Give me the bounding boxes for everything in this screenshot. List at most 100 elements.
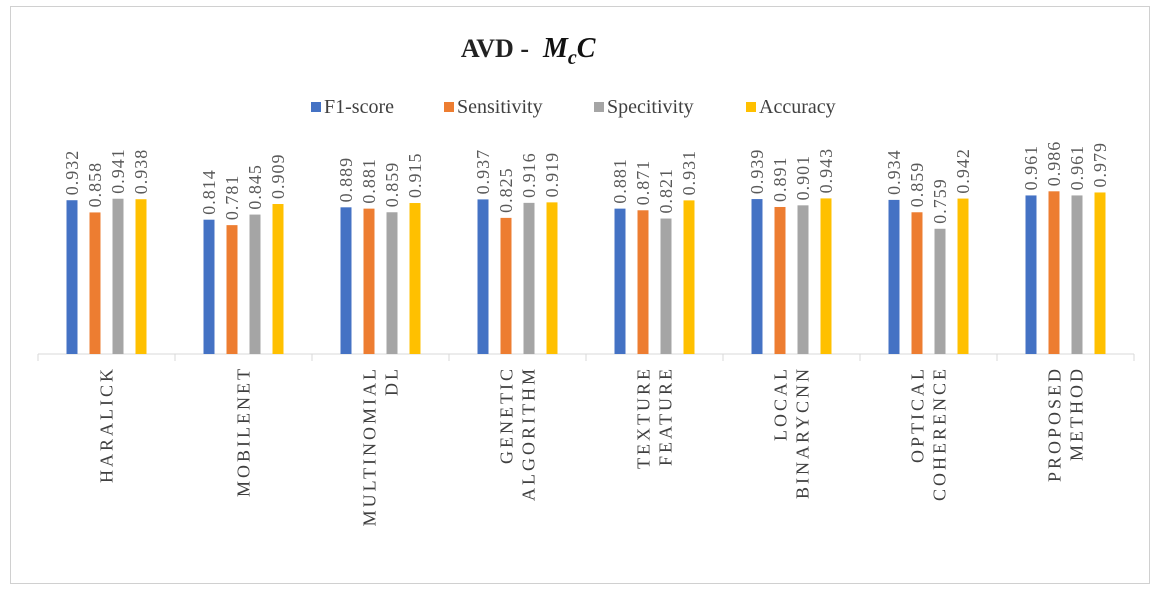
- bar-sensitivity: [500, 217, 512, 354]
- chart-title-text: AVD -: [461, 34, 529, 63]
- legend: F1-score Sensitivity Specitivity Accuracy: [311, 96, 836, 118]
- category-label: METHOD: [1067, 366, 1087, 461]
- bar-f1-score: [340, 207, 352, 354]
- category-label: GENETIC: [497, 366, 517, 464]
- category-label: OPTICAL: [908, 366, 928, 463]
- bar-accuracy: [409, 203, 421, 354]
- bar-sensitivity: [637, 210, 649, 354]
- legend-label: Accuracy: [759, 96, 836, 118]
- data-label: 0.814: [199, 169, 219, 215]
- bar-specitivity: [934, 228, 946, 354]
- legend-item-3: Specitivity: [594, 96, 694, 118]
- bar-specitivity: [660, 218, 672, 354]
- legend-swatch: [444, 102, 454, 112]
- bar-chart: AVD - McC F1-score Sensitivity Specitivity…: [37, 33, 1135, 526]
- bar-group: 0.889 0.881 0.859 0.915: [336, 153, 425, 354]
- bar-sensitivity: [774, 206, 786, 354]
- data-label: 0.961: [1067, 145, 1087, 191]
- data-label: 0.901: [793, 155, 813, 201]
- bar-f1-score: [203, 219, 215, 354]
- bar-specitivity: [797, 205, 809, 354]
- category-label: PROPOSED: [1045, 366, 1065, 482]
- title-symbol-main: M: [542, 33, 569, 64]
- data-label: 0.938: [131, 149, 151, 195]
- bar-accuracy: [820, 198, 832, 354]
- data-label: 0.871: [633, 160, 653, 206]
- category-label: FEATURE: [656, 366, 676, 466]
- bar-f1-score: [751, 199, 763, 354]
- bar-specitivity: [1071, 195, 1083, 354]
- data-label: 0.986: [1044, 141, 1064, 187]
- data-label: 0.937: [473, 149, 493, 195]
- data-label: 0.881: [610, 158, 630, 204]
- category-label: MULTINOMIAL: [360, 366, 380, 526]
- data-label: 0.941: [108, 148, 128, 194]
- category-label: HARALICK: [97, 366, 117, 483]
- chart-title-symbol: McC: [542, 33, 596, 69]
- bar-accuracy: [272, 204, 284, 354]
- bar-group: 0.932 0.858 0.941 0.938: [62, 148, 151, 354]
- bar-accuracy: [546, 202, 558, 354]
- legend-swatch: [594, 102, 604, 112]
- data-label: 0.939: [747, 149, 767, 195]
- data-label: 0.942: [953, 148, 973, 194]
- data-label: 0.919: [542, 152, 562, 198]
- bar-f1-score: [1025, 195, 1037, 354]
- bar-sensitivity: [89, 212, 101, 354]
- data-label: 0.915: [405, 153, 425, 199]
- data-label: 0.931: [679, 150, 699, 196]
- data-label: 0.859: [907, 162, 927, 208]
- data-label: 0.909: [268, 154, 288, 200]
- data-label: 0.821: [656, 168, 676, 214]
- bar-sensitivity: [911, 212, 923, 354]
- category-label: COHERENCE: [930, 366, 950, 501]
- data-label: 0.881: [359, 158, 379, 204]
- title-symbol-sub: c: [568, 47, 577, 69]
- bar-sensitivity: [226, 225, 238, 354]
- data-label: 0.916: [519, 152, 539, 198]
- category-label: MOBILENET: [234, 366, 254, 497]
- bar-specitivity: [249, 214, 261, 354]
- category-label: BINARYCNN: [793, 366, 813, 499]
- data-label: 0.825: [496, 167, 516, 213]
- bar-f1-score: [66, 200, 78, 354]
- data-label: 0.781: [222, 175, 242, 221]
- bar-group: 0.961 0.986 0.961 0.979: [1021, 141, 1110, 354]
- bar-specitivity: [112, 198, 124, 354]
- bar-group: 0.939 0.891 0.901 0.943: [747, 148, 836, 354]
- data-label: 0.889: [336, 157, 356, 203]
- legend-label: F1-score: [324, 96, 394, 118]
- bar-accuracy: [683, 200, 695, 354]
- category-label: TEXTURE: [634, 366, 654, 469]
- data-label: 0.934: [884, 149, 904, 195]
- bar-accuracy: [957, 198, 969, 354]
- bar-sensitivity: [1048, 191, 1060, 354]
- data-label: 0.859: [382, 162, 402, 208]
- category-label: DL: [382, 366, 402, 396]
- bar-f1-score: [888, 199, 900, 354]
- bar-specitivity: [386, 212, 398, 354]
- bar-group: 0.937 0.825 0.916 0.919: [473, 149, 562, 354]
- data-label: 0.891: [770, 156, 790, 202]
- bar-f1-score: [614, 208, 626, 354]
- data-label: 0.759: [930, 178, 950, 224]
- chart-title: AVD - McC: [461, 33, 596, 69]
- bar-f1-score: [477, 199, 489, 354]
- legend-item-4: Accuracy: [746, 96, 836, 118]
- data-label: 0.932: [62, 150, 82, 196]
- data-label: 0.943: [816, 148, 836, 194]
- bar-accuracy: [135, 199, 147, 354]
- bar-accuracy: [1094, 192, 1106, 354]
- legend-item-1: F1-score: [311, 96, 394, 118]
- bar-specitivity: [523, 202, 535, 354]
- data-label: 0.961: [1021, 145, 1041, 191]
- legend-item-2: Sensitivity: [444, 96, 543, 118]
- chart-frame: AVD - McC F1-score Sensitivity Specitivity…: [10, 6, 1150, 584]
- legend-label: Specitivity: [607, 96, 694, 118]
- bar-group: 0.881 0.871 0.821 0.931: [610, 150, 699, 354]
- title-symbol-tail: C: [577, 33, 596, 64]
- data-label: 0.845: [245, 164, 265, 210]
- legend-label: Sensitivity: [457, 96, 543, 118]
